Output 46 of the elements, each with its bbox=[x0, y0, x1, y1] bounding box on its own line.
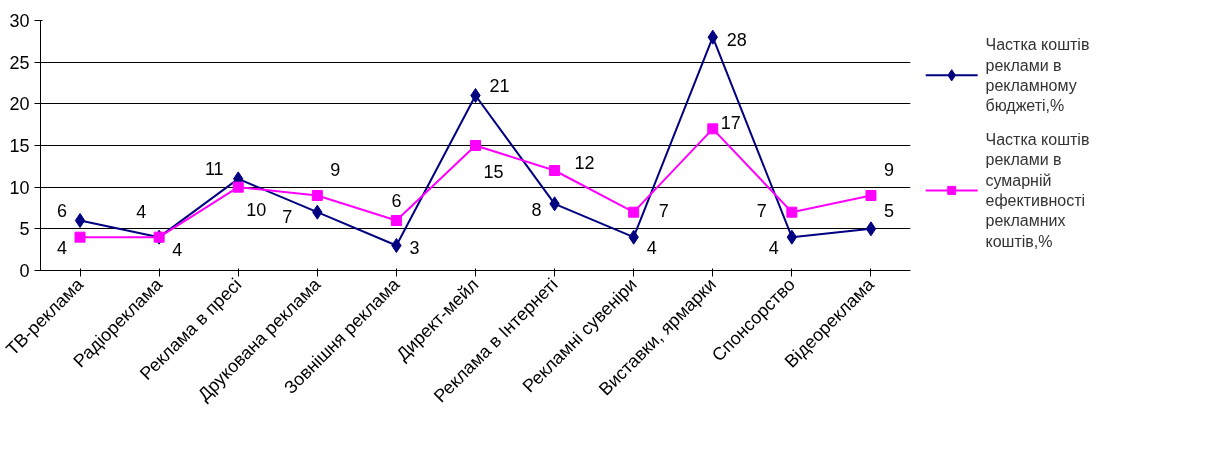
data-label: 7 bbox=[658, 200, 669, 221]
data-label: 8 bbox=[531, 200, 542, 221]
data-label: 11 bbox=[204, 159, 224, 180]
point bbox=[549, 165, 561, 176]
point bbox=[311, 190, 323, 201]
data-label: 6 bbox=[391, 191, 402, 211]
point bbox=[391, 238, 402, 253]
data-label: 17 bbox=[720, 113, 741, 134]
data-label: 4 bbox=[768, 237, 779, 258]
legend-label: Частка коштів реклами в сумарній ефективності рекламних коштів,% bbox=[985, 130, 1090, 250]
data-label: 10 bbox=[246, 199, 267, 220]
point bbox=[74, 231, 86, 243]
data-label: 9 bbox=[330, 160, 341, 180]
point bbox=[865, 221, 877, 237]
data-label: 7 bbox=[756, 200, 767, 221]
y-tick-label: 0 bbox=[19, 261, 30, 281]
data-label: 4 bbox=[136, 201, 147, 222]
legend-label: Частка коштів реклами в рекламному бюджеті,% bbox=[985, 36, 1090, 115]
y-tick-label: 10 bbox=[9, 177, 30, 198]
data-label: 3 bbox=[409, 238, 420, 258]
data-label: 9 bbox=[883, 160, 894, 180]
y-tick-label: 25 bbox=[9, 52, 30, 73]
data-label: 21 bbox=[489, 76, 510, 96]
point bbox=[786, 206, 798, 218]
data-label: 6 bbox=[57, 201, 68, 221]
data-label: 4 bbox=[57, 237, 68, 258]
data-label: 28 bbox=[726, 29, 747, 50]
point bbox=[470, 140, 481, 151]
point bbox=[232, 181, 244, 193]
data-label: 7 bbox=[282, 206, 293, 227]
y-tick-label: 5 bbox=[19, 219, 30, 240]
y-tick-label: 30 bbox=[9, 11, 30, 31]
point bbox=[865, 190, 877, 201]
y-tick-label: 20 bbox=[9, 94, 30, 115]
point bbox=[628, 206, 640, 218]
data-label: 4 bbox=[646, 237, 657, 258]
y-tick-label: 15 bbox=[9, 136, 30, 156]
data-label: 15 bbox=[483, 162, 504, 182]
point bbox=[74, 213, 86, 228]
point bbox=[390, 215, 402, 226]
data-label: 4 bbox=[172, 239, 183, 260]
point bbox=[786, 229, 798, 245]
data-label: 5 bbox=[883, 201, 894, 222]
point bbox=[470, 88, 481, 103]
point bbox=[707, 123, 719, 135]
data-label: 12 bbox=[574, 153, 595, 173]
